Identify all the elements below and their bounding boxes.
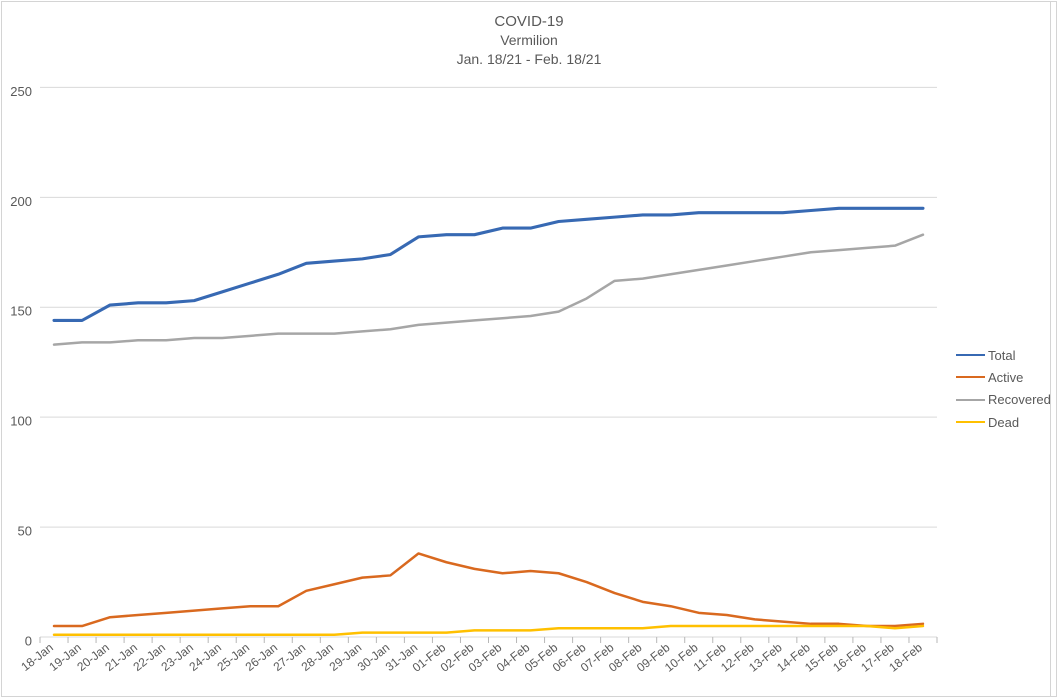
svg-text:150: 150 bbox=[10, 304, 32, 319]
svg-text:0: 0 bbox=[25, 634, 32, 649]
svg-text:250: 250 bbox=[10, 84, 32, 99]
svg-text:50: 50 bbox=[18, 524, 32, 539]
svg-text:100: 100 bbox=[10, 414, 32, 429]
svg-text:200: 200 bbox=[10, 194, 32, 209]
